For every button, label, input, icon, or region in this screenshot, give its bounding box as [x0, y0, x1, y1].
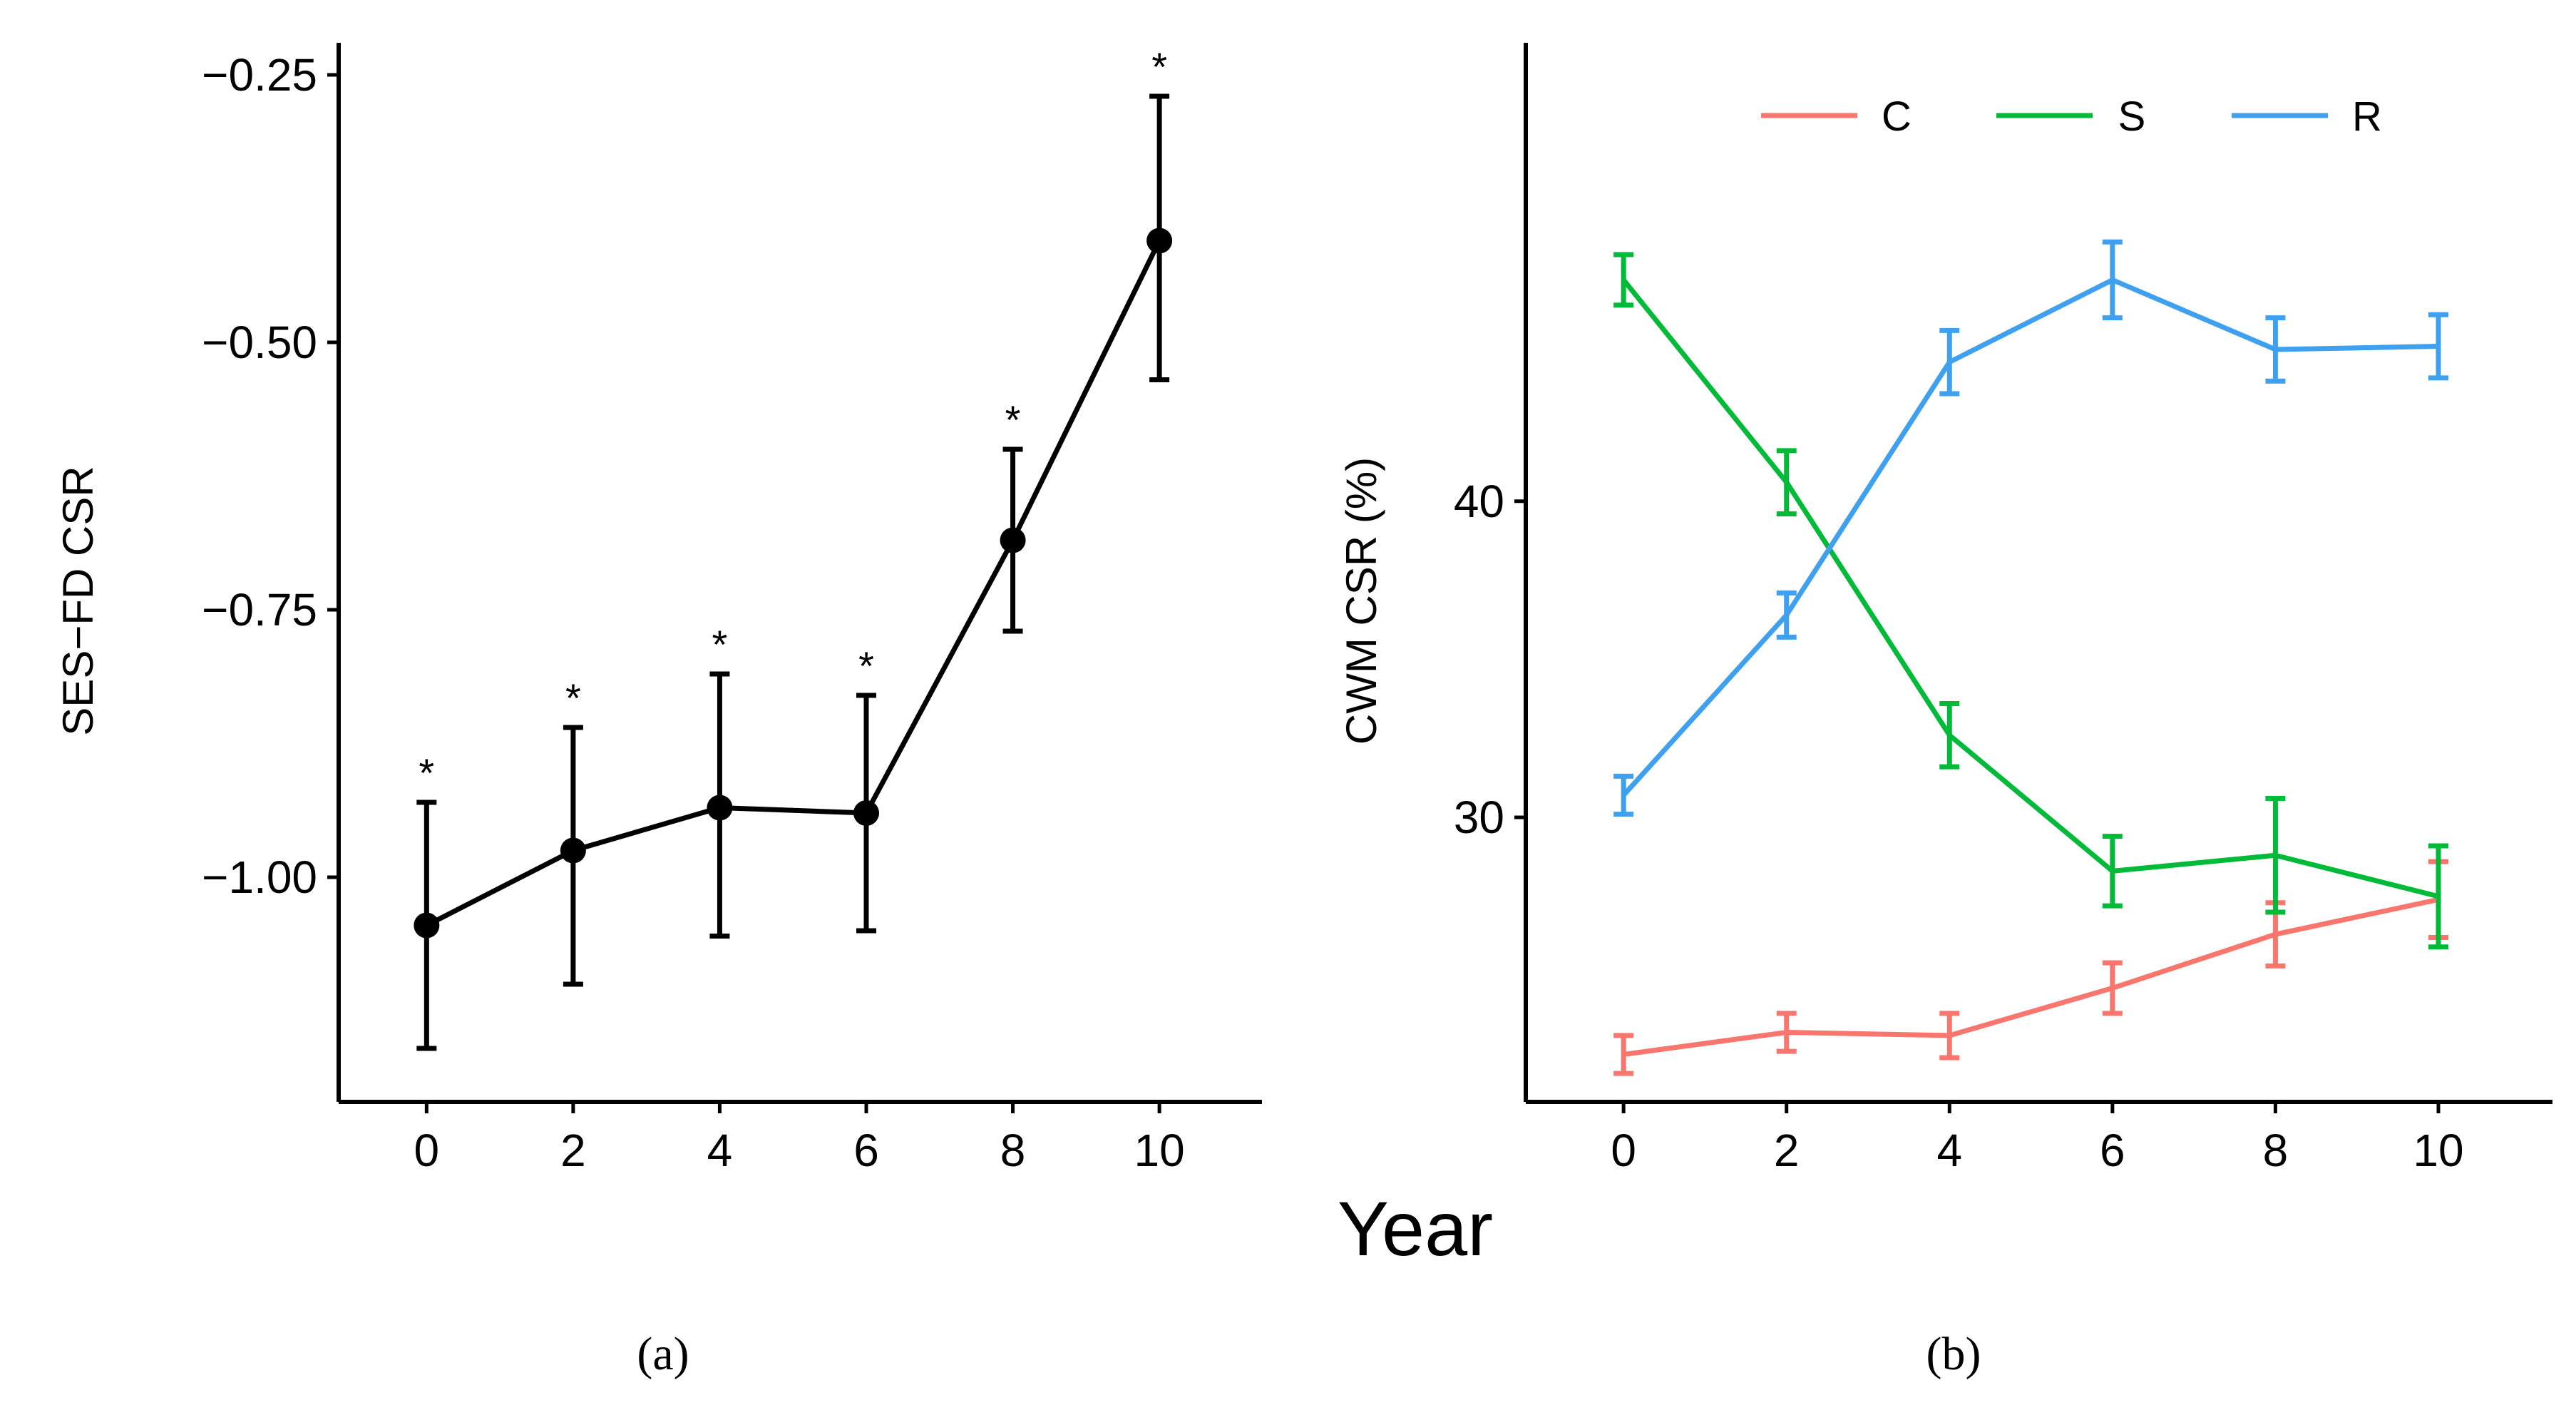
data-point — [1146, 228, 1173, 254]
data-point — [853, 800, 879, 826]
series-s — [1613, 252, 2448, 950]
y-tick-label: −0.75 — [202, 584, 317, 635]
significance-marker: * — [419, 750, 434, 795]
series-line — [1623, 896, 2439, 1057]
series-line — [1621, 277, 2439, 797]
panel-a-label: (a) — [637, 1328, 689, 1380]
shared-x-axis-title: Year — [1338, 1185, 1493, 1272]
series-line — [1621, 278, 2439, 899]
x-tick-label: 4 — [1936, 1125, 1962, 1176]
panel-b-plot: 0 2 4 6 8 10 30 40 CWM CSR (%) — [1338, 43, 2552, 1176]
y-tick-label: 30 — [1454, 792, 1504, 843]
panel-b-label: (b) — [1926, 1328, 1981, 1380]
data-point — [707, 795, 733, 821]
y-tick-label: 40 — [1454, 476, 1504, 527]
series-line — [425, 239, 1162, 928]
significance-marker: * — [1151, 44, 1167, 89]
legend-label-s: S — [2118, 93, 2146, 140]
y-tick-label: −0.50 — [202, 317, 317, 368]
x-tick-label: 6 — [853, 1125, 879, 1176]
y-tick-label: −1.00 — [202, 852, 317, 903]
x-tick-label: 2 — [560, 1125, 586, 1176]
significance-marker: * — [1005, 397, 1021, 442]
data-point — [414, 912, 440, 939]
data-point — [560, 837, 586, 864]
y-axis-title: CWM CSR (%) — [1338, 457, 1385, 745]
x-tick-label: 10 — [2413, 1125, 2463, 1176]
y-axis-title: SES−FD CSR — [54, 466, 102, 735]
series-c — [1613, 859, 2448, 1076]
x-tick-label: 4 — [707, 1125, 733, 1176]
x-tick-label: 6 — [2100, 1125, 2125, 1176]
x-tick-label: 2 — [1774, 1125, 1800, 1176]
legend-label-c: C — [1882, 93, 1912, 140]
x-tick-label: 10 — [1134, 1125, 1185, 1176]
significance-marker: * — [565, 675, 581, 720]
series-ses-fd-csr: * * * * * * — [414, 44, 1173, 1051]
series-r — [1613, 239, 2448, 817]
significance-marker: * — [712, 622, 728, 667]
data-point — [1000, 527, 1026, 553]
x-tick-label: 8 — [2263, 1125, 2289, 1176]
x-tick-label: 0 — [1611, 1125, 1636, 1176]
x-tick-label: 8 — [1000, 1125, 1026, 1176]
significance-marker: * — [858, 643, 874, 688]
legend-label-r: R — [2352, 93, 2382, 140]
y-tick-label: −0.25 — [202, 49, 317, 101]
x-tick-label: 0 — [414, 1125, 440, 1176]
